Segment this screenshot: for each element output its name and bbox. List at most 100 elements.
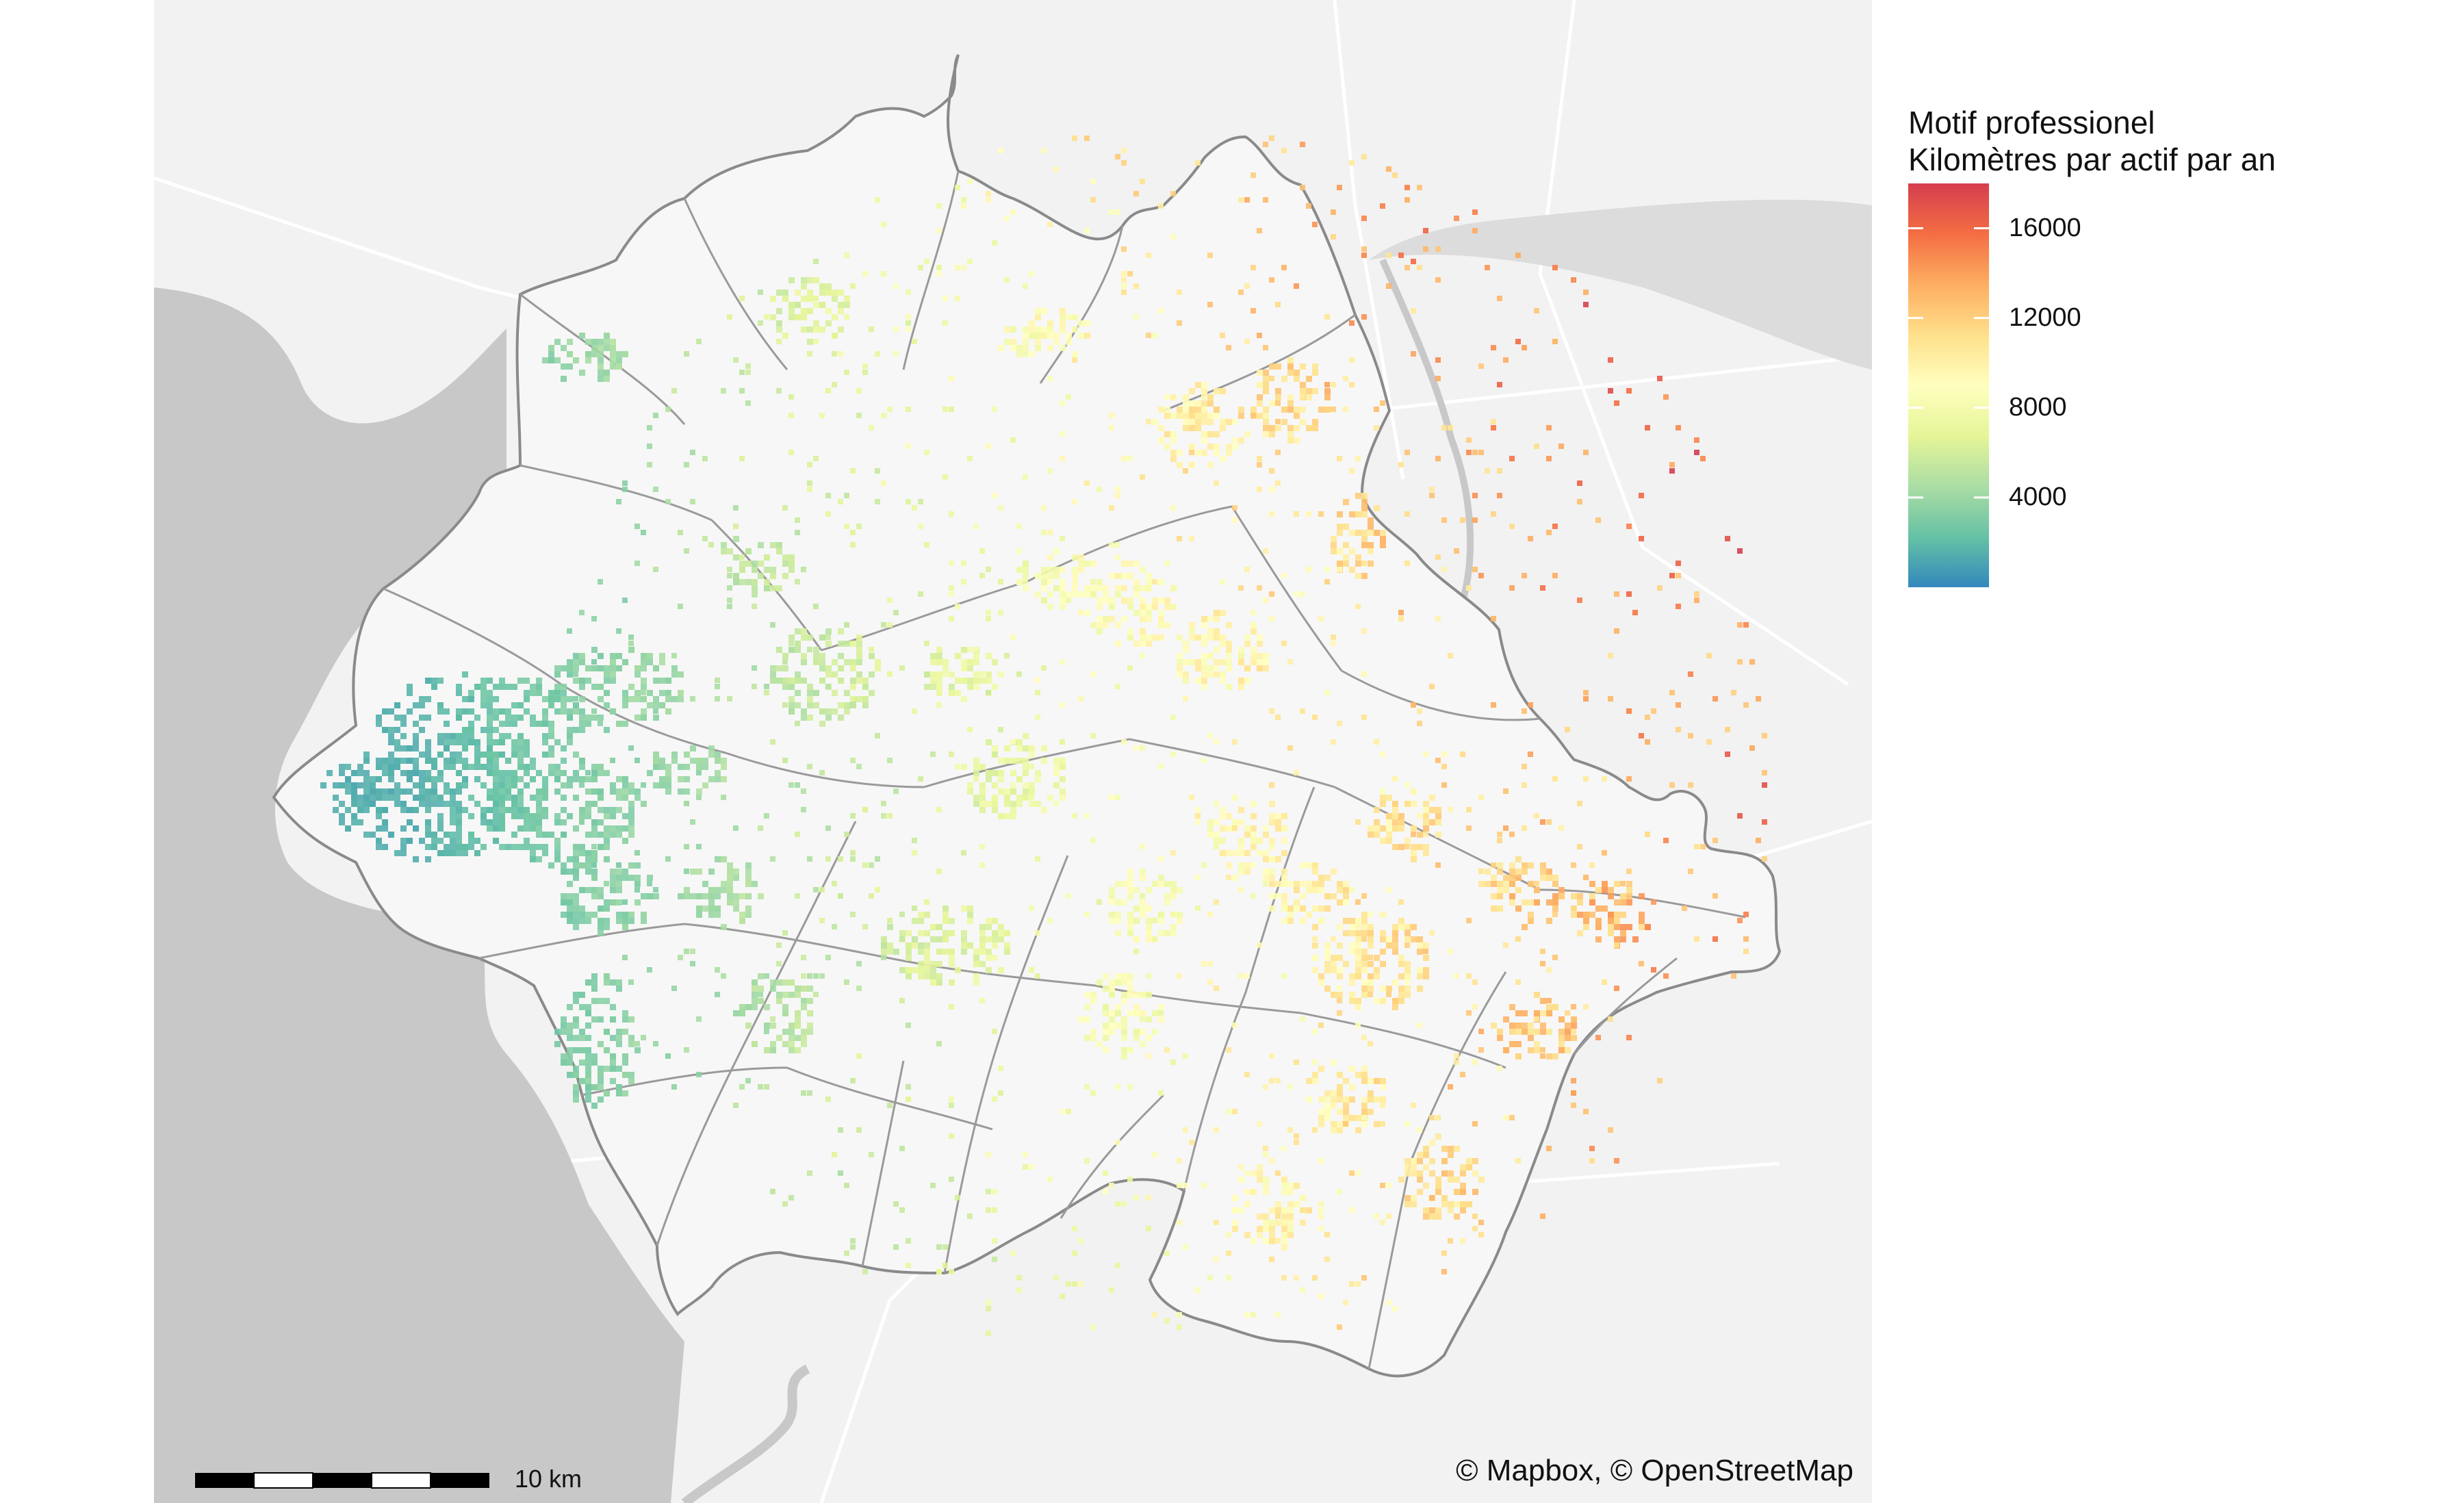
- choropleth-cell: [480, 727, 487, 733]
- choropleth-cell: [875, 499, 880, 504]
- choropleth-cell: [1060, 764, 1066, 770]
- choropleth-cell: [628, 807, 634, 813]
- choropleth-cell: [1103, 591, 1109, 598]
- choropleth-cell: [1232, 795, 1238, 801]
- choropleth-cell: [1361, 986, 1368, 992]
- choropleth-cell: [610, 1035, 616, 1041]
- choropleth-cell: [973, 776, 979, 782]
- choropleth-cell: [1053, 764, 1060, 770]
- choropleth-cell: [1238, 653, 1244, 658]
- choropleth-cell: [1140, 474, 1145, 480]
- choropleth-cell: [936, 973, 942, 979]
- choropleth-cell: [930, 973, 936, 979]
- choropleth-cell: [382, 727, 388, 733]
- choropleth-cell: [961, 665, 967, 671]
- choropleth-cell: [567, 1029, 573, 1035]
- choropleth-cell: [561, 345, 567, 351]
- choropleth-cell: [554, 1029, 561, 1035]
- choropleth-cell: [591, 912, 598, 918]
- choropleth-cell: [585, 807, 591, 813]
- choropleth-cell: [1164, 1318, 1170, 1324]
- choropleth-cell: [1250, 308, 1256, 313]
- choropleth-cell: [690, 949, 695, 954]
- choropleth-cell: [376, 764, 382, 770]
- choropleth-cell: [936, 690, 942, 696]
- choropleth-cell: [1429, 795, 1435, 801]
- choropleth-cell: [1522, 1029, 1528, 1035]
- choropleth-cell: [425, 758, 431, 764]
- choropleth-cell: [388, 776, 394, 782]
- choropleth-cell: [1392, 844, 1398, 850]
- choropleth-cell: [690, 869, 696, 875]
- choropleth-cell: [585, 862, 591, 869]
- choropleth-cell: [1201, 653, 1207, 659]
- choropleth-cell: [782, 659, 788, 665]
- choropleth-cell: [622, 690, 628, 696]
- choropleth-cell: [653, 887, 658, 892]
- choropleth-cell: [1078, 1238, 1083, 1244]
- choropleth-cell: [573, 1072, 579, 1078]
- choropleth-cell: [462, 733, 468, 739]
- choropleth-cell: [400, 801, 407, 807]
- choropleth-cell: [598, 930, 604, 936]
- choropleth-cell: [949, 616, 954, 621]
- choropleth-cell: [1287, 1183, 1294, 1189]
- choropleth-cell: [1016, 548, 1022, 554]
- choropleth-cell: [1177, 462, 1183, 468]
- choropleth-cell: [930, 961, 936, 967]
- choropleth-cell: [1121, 973, 1127, 979]
- choropleth-cell: [832, 351, 837, 357]
- choropleth-cell: [1361, 930, 1368, 936]
- choropleth-cell: [598, 1072, 604, 1078]
- choropleth-cell: [930, 967, 936, 973]
- choropleth-cell: [567, 782, 573, 788]
- choropleth-cell: [1411, 924, 1417, 930]
- choropleth-cell: [604, 345, 610, 351]
- choropleth-cell: [1281, 1146, 1287, 1151]
- choropleth-cell: [1337, 973, 1343, 979]
- choropleth-cell: [641, 918, 647, 924]
- choropleth-cell: [610, 659, 615, 665]
- choropleth-cell: [1158, 616, 1164, 622]
- choropleth-cell: [1472, 979, 1478, 985]
- choropleth-cell: [511, 745, 517, 752]
- choropleth-cell: [788, 678, 795, 684]
- choropleth-cell: [801, 955, 806, 960]
- choropleth-cell: [671, 665, 678, 671]
- choropleth-cell: [721, 776, 727, 782]
- choropleth-cell: [598, 893, 604, 899]
- choropleth-cell: [1478, 1232, 1484, 1237]
- choropleth-cell: [480, 807, 487, 813]
- choropleth-cell: [1731, 690, 1736, 695]
- choropleth-cell: [585, 856, 591, 862]
- choropleth-cell: [1392, 813, 1398, 819]
- choropleth-cell: [1109, 1029, 1115, 1035]
- choropleth-cell: [659, 653, 665, 659]
- choropleth-cell: [1540, 819, 1545, 825]
- choropleth-cell: [838, 715, 844, 721]
- choropleth-cell: [1244, 567, 1250, 572]
- choropleth-cell: [573, 1016, 579, 1023]
- choropleth-cell: [1361, 1066, 1368, 1072]
- choropleth-cell: [634, 715, 641, 721]
- choropleth-cell: [407, 819, 413, 825]
- choropleth-cell: [1404, 992, 1411, 998]
- choropleth-cell: [782, 290, 788, 296]
- choropleth-cell: [610, 653, 616, 659]
- choropleth-cell: [1189, 413, 1195, 419]
- choropleth-cell: [912, 838, 917, 843]
- choropleth-cell: [1226, 813, 1232, 819]
- choropleth-cell: [456, 739, 462, 745]
- choropleth-cell: [967, 456, 973, 461]
- choropleth-cell: [715, 912, 721, 918]
- choropleth-cell: [967, 912, 973, 918]
- choropleth-cell: [1398, 819, 1404, 825]
- choropleth-cell: [1355, 949, 1361, 955]
- choropleth-cell: [1146, 585, 1151, 591]
- choropleth-cell: [1460, 1207, 1466, 1213]
- choropleth-cell: [1183, 1053, 1188, 1059]
- choropleth-cell: [616, 788, 622, 795]
- choropleth-cell: [1281, 1244, 1287, 1250]
- choropleth-cell: [1528, 1029, 1534, 1035]
- choropleth-cell: [394, 715, 400, 721]
